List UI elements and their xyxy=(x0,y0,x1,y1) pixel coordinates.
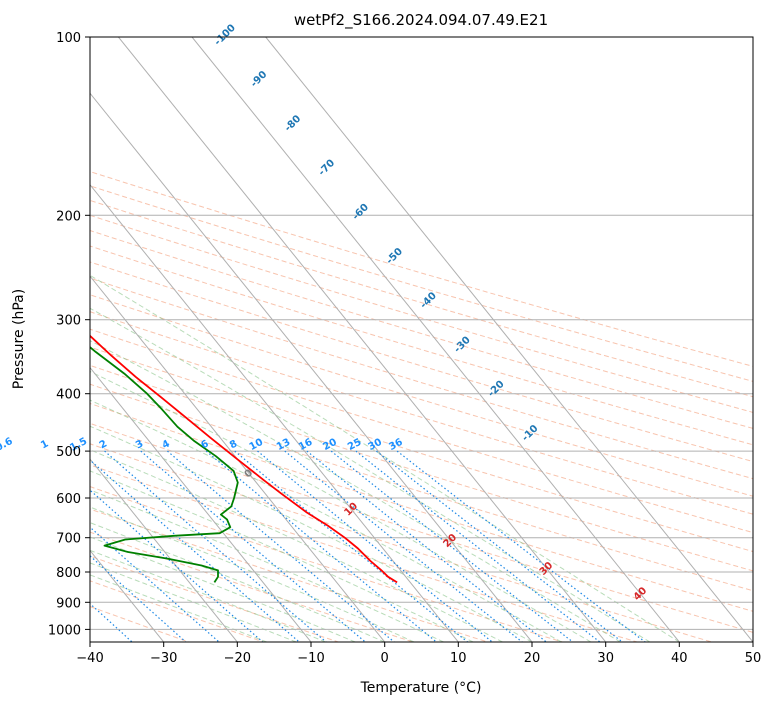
dry-adiabat-line xyxy=(90,486,563,642)
x-tick-label: 20 xyxy=(524,651,541,666)
x-tick-label: 0 xyxy=(381,651,389,666)
dry-adiabat-line xyxy=(90,464,638,642)
dry-adiabat-line xyxy=(90,422,753,633)
moist-adiabat-line xyxy=(90,522,385,642)
moist-adiabat-line xyxy=(90,470,474,642)
chart-title: wetPf2_S166.2024.094.07.49.E21 xyxy=(294,11,548,30)
y-tick-label: 1000 xyxy=(48,623,81,638)
dry-adiabat-line xyxy=(90,261,753,463)
mixing-ratio-line xyxy=(90,489,264,642)
mixing-ratio-line xyxy=(234,450,468,642)
mixing-ratio-line xyxy=(257,450,493,642)
moist-adiabat-line xyxy=(90,449,503,642)
mixing-ratio-line xyxy=(90,526,220,642)
dry-adiabat-line xyxy=(90,364,753,572)
x-tick-label: 40 xyxy=(671,651,688,666)
y-tick-label: 200 xyxy=(56,209,81,224)
dry-adiabat-line xyxy=(90,294,753,497)
moist-adiabat-line xyxy=(90,307,651,642)
y-tick-label: 600 xyxy=(56,492,81,507)
x-tick-label: −10 xyxy=(297,651,324,666)
mixing-ratio-line xyxy=(330,450,574,642)
moist-adiabat-line xyxy=(90,562,297,642)
mixing-ratio-line xyxy=(396,450,646,642)
dry-adiabat-line xyxy=(90,328,753,534)
isotherm-line xyxy=(90,275,386,642)
mixing-ratio-line xyxy=(205,450,437,642)
dry-adiabat-line xyxy=(90,443,712,642)
y-tick-label: 100 xyxy=(56,31,81,46)
moist-adiabat-line xyxy=(90,549,326,642)
isotherm-line xyxy=(90,183,459,642)
x-tick-label: 10 xyxy=(450,651,467,666)
mixing-ratio-line xyxy=(90,555,187,642)
dry-adiabat-line xyxy=(90,185,753,382)
moist-adiabat-line xyxy=(90,425,533,642)
moist-adiabat-line xyxy=(90,489,444,642)
dry-adiabat-line xyxy=(90,580,264,642)
y-tick-label: 300 xyxy=(56,314,81,329)
y-tick-label: 700 xyxy=(56,532,81,547)
y-tick-label: 900 xyxy=(56,596,81,611)
mixing-ratio-line xyxy=(376,450,623,642)
dry-adiabat-line xyxy=(90,230,753,429)
x-tick-label: −20 xyxy=(224,651,251,666)
plot-frame xyxy=(89,36,754,643)
dry-adiabat-line xyxy=(90,245,753,446)
y-axis-label: Pressure (hPa) xyxy=(11,289,27,389)
x-tick-label: 50 xyxy=(745,651,762,666)
profile-series-line xyxy=(90,334,398,584)
isotherm-line xyxy=(191,37,680,642)
mixing-ratio-label: 8 xyxy=(228,438,239,451)
x-tick-label: 30 xyxy=(597,651,614,666)
x-axis-label: Temperature (°C) xyxy=(360,680,482,696)
y-tick-label: 800 xyxy=(56,566,81,581)
mixing-ratio-label: 6 xyxy=(199,438,210,451)
isotherm-line xyxy=(265,37,753,642)
moist-adiabat-line xyxy=(90,274,680,642)
isotherm-line xyxy=(90,366,312,642)
mixing-ratio-line xyxy=(306,450,547,642)
isotherm-line xyxy=(118,37,607,642)
mixing-ratio-label: 3 xyxy=(134,438,145,451)
axes: −40 −30 −20 −10 0 10 20 30 40 50 100 200 300 400 500 60… xyxy=(48,31,761,666)
dry-adiabat-line xyxy=(90,383,753,592)
y-tick-label: 400 xyxy=(56,388,81,403)
moist-adiabat-line xyxy=(90,506,415,642)
dry-adiabat-line xyxy=(90,346,753,553)
isotherm-line xyxy=(90,458,238,642)
profile-lines xyxy=(90,334,398,584)
mixing-ratio-line xyxy=(104,450,327,642)
mixing-ratio-line xyxy=(284,450,523,642)
dry-adiabat-line xyxy=(90,214,753,413)
moist-adiabat-line xyxy=(90,340,621,642)
y-tick-label: 500 xyxy=(56,445,81,460)
mixing-ratio-label: 2 xyxy=(98,438,109,451)
line-labels: 0.10.20.40.611.52346810131620253036-100-… xyxy=(0,22,649,603)
isotherm-line xyxy=(90,92,533,642)
x-tick-label: −40 xyxy=(76,651,103,666)
mixing-ratio-label: 1 xyxy=(39,438,50,451)
profile-series-line xyxy=(90,346,239,583)
dry-adiabat-line xyxy=(90,311,753,515)
x-tick-label: −30 xyxy=(150,651,177,666)
mixing-ratio-label: 4 xyxy=(161,438,172,451)
moist-adiabat-line xyxy=(90,370,592,642)
dry-adiabat-line xyxy=(90,402,753,612)
